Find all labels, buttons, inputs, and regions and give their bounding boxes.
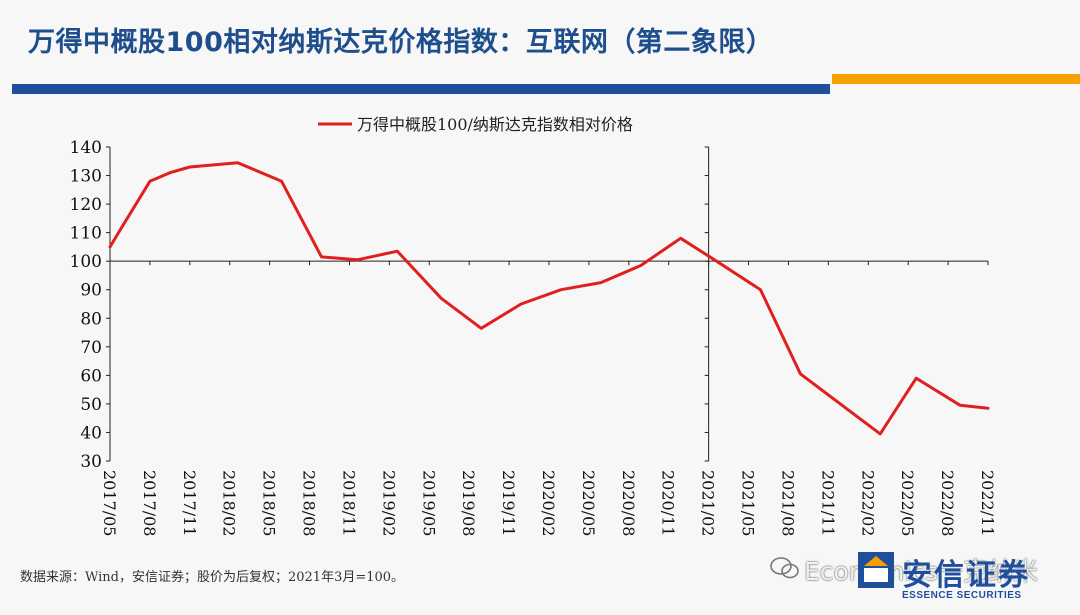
x-tick-label: 2022/05 [898, 470, 917, 536]
data-point [280, 180, 283, 183]
data-point [839, 402, 842, 406]
data-point [986, 407, 990, 410]
x-tick-label: 2022/11 [978, 470, 997, 536]
brand-logo: 安信证券 ESSENCE SECURITIES [858, 550, 1058, 608]
data-point [440, 297, 443, 300]
series-line [108, 161, 990, 436]
x-tick-label: 2017/11 [180, 470, 199, 536]
data-point [188, 165, 191, 169]
y-tick-label: 100 [70, 252, 102, 272]
watermark-text: Economics一克纳米 [804, 557, 1039, 586]
x-tick-label: 2018/08 [300, 470, 319, 536]
data-point [320, 255, 323, 259]
y-tick-label: 50 [80, 395, 102, 415]
data-point [915, 377, 918, 380]
x-tick-label: 2017/05 [100, 470, 119, 536]
x-tick-label: 2018/11 [339, 470, 358, 536]
x-tick-label: 2021/08 [778, 470, 797, 536]
x-tick-label: 2017/08 [140, 470, 159, 536]
y-tick-label: 130 [70, 167, 102, 187]
x-tick-label: 2021/05 [739, 470, 758, 536]
x-tick-label: 2019/05 [419, 470, 438, 536]
data-point [148, 180, 152, 183]
x-tick-label: 2021/11 [818, 470, 837, 536]
x-tick-label: 2022/08 [938, 470, 957, 536]
slide-title: 万得中概股100相对纳斯达克价格指数：互联网（第二象限） [28, 27, 774, 58]
x-tick-label: 2022/02 [858, 470, 877, 536]
source-note: 数据来源：Wind，安信证券；股价为后复权；2021年3月=100。 [20, 570, 405, 585]
data-point [799, 372, 802, 376]
data-point [519, 302, 523, 306]
y-tick-label: 90 [80, 281, 102, 301]
x-tick-label: 2020/11 [659, 470, 678, 536]
data-point [559, 288, 563, 291]
x-tick-label: 2020/05 [579, 470, 598, 536]
data-point [120, 225, 124, 229]
data-point [679, 237, 682, 240]
title-underline-orange [832, 74, 1080, 84]
data-point [396, 250, 399, 253]
brand-name-en: ESSENCE SECURITIES [902, 590, 1022, 601]
data-point [599, 281, 603, 284]
watermark: Economics一克纳米 [770, 552, 1038, 588]
chart-series [108, 161, 990, 436]
y-tick-label: 70 [80, 338, 102, 358]
brand-name-cn: 安信证券 [902, 558, 1030, 593]
chart-axes: 30 40 50 60 70 80 90 100 110 120 130 140 2017/05 2017… [70, 138, 997, 536]
y-tick-label: 110 [70, 224, 102, 244]
data-point [168, 171, 172, 174]
y-tick-label: 80 [80, 309, 102, 329]
x-tick-label: 2020/08 [619, 470, 638, 536]
data-point [639, 264, 642, 267]
y-tick-label: 60 [80, 366, 102, 386]
x-tick-label: 2018/02 [220, 470, 239, 536]
data-point [108, 245, 112, 249]
y-tick-label: 40 [80, 423, 102, 443]
x-tick-label: 2019/11 [499, 470, 518, 536]
data-point [958, 404, 962, 407]
x-tick-label: 2020/02 [539, 470, 558, 536]
x-tick-label: 2018/05 [260, 470, 279, 536]
title-underline-blue [12, 84, 830, 94]
data-point [879, 432, 882, 436]
data-point [480, 327, 483, 330]
y-tick-label: 140 [70, 138, 102, 158]
data-point [715, 260, 718, 263]
chart-legend: 万得中概股100/纳斯达克指数相对价格 [318, 115, 633, 134]
data-point [356, 258, 359, 261]
x-tick-label: 2019/08 [459, 470, 478, 536]
wechat-icon [770, 556, 800, 586]
y-tick-label: 30 [80, 452, 102, 472]
data-point [759, 288, 762, 291]
x-tick-label: 2019/02 [379, 470, 398, 536]
y-tick-label: 120 [70, 195, 102, 215]
x-tick-label: 2021/02 [699, 470, 718, 536]
legend-label: 万得中概股100/纳斯达克指数相对价格 [357, 115, 633, 134]
data-point [236, 161, 239, 164]
brand-mark-icon [858, 552, 894, 588]
